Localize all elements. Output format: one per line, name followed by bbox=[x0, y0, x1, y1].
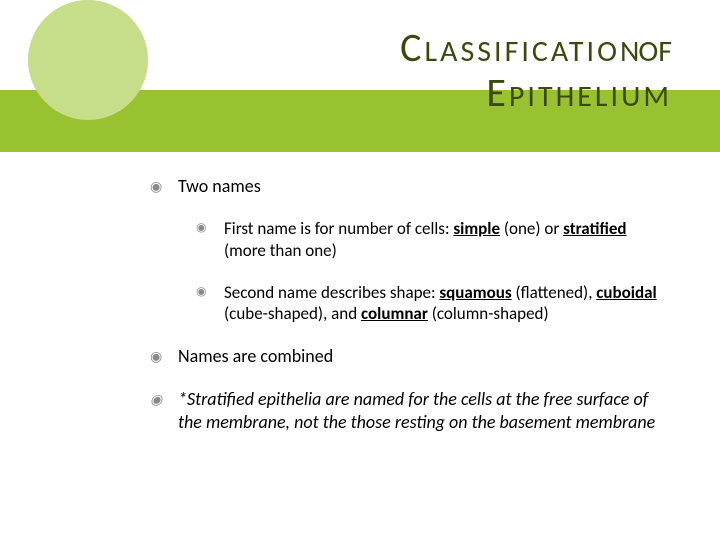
list-item: First name is for number of cells: simpl… bbox=[150, 218, 670, 262]
bullet-text-mid: (one) or bbox=[500, 218, 563, 239]
bullet-text-suffix: (column-shaped) bbox=[428, 303, 549, 324]
bullet-text-mid2: (cube-shaped), and bbox=[224, 303, 361, 324]
slide: CLASSIFICATIONOF EPITHELIUM Two names Fi… bbox=[0, 0, 720, 540]
title-line2-rest: PITHELIUM bbox=[509, 78, 672, 115]
bullet-text: Names are combined bbox=[178, 345, 333, 367]
bullet-text-suffix: (more than one) bbox=[224, 240, 337, 261]
bullet-text: Two names bbox=[178, 175, 261, 197]
keyword-simple: simple bbox=[453, 218, 500, 239]
bullet-text: *Stratified epithelia are named for the … bbox=[178, 388, 655, 433]
keyword-columnar: columnar bbox=[361, 303, 428, 324]
list-item: Second name describes shape: squamous (f… bbox=[150, 282, 670, 326]
title-circle-accent bbox=[28, 0, 148, 120]
bullet-text-mid1: (flattened), bbox=[512, 282, 597, 303]
title-line-1: CLASSIFICATIONOF bbox=[400, 26, 672, 71]
title-line-2: EPITHELIUM bbox=[400, 71, 672, 116]
keyword-squamous: squamous bbox=[439, 282, 511, 303]
list-item: *Stratified epithelia are named for the … bbox=[150, 388, 670, 434]
slide-title: CLASSIFICATIONOF EPITHELIUM bbox=[400, 26, 672, 116]
list-item: Two names bbox=[150, 175, 670, 198]
content-body: Two names First name is for number of ce… bbox=[150, 175, 670, 454]
keyword-cuboidal: cuboidal bbox=[596, 282, 656, 303]
bullet-text-prefix: Second name describes shape: bbox=[224, 282, 439, 303]
keyword-stratified: stratified bbox=[563, 218, 626, 239]
bullet-list: Two names First name is for number of ce… bbox=[150, 175, 670, 434]
title-line2-cap: E bbox=[486, 68, 509, 117]
title-line1-of: OF bbox=[638, 33, 672, 70]
title-line1-rest: LASSIFICATION bbox=[424, 33, 642, 70]
title-line1-cap: C bbox=[400, 23, 424, 72]
list-item: Names are combined bbox=[150, 345, 670, 368]
bullet-text-prefix: First name is for number of cells: bbox=[224, 218, 453, 239]
